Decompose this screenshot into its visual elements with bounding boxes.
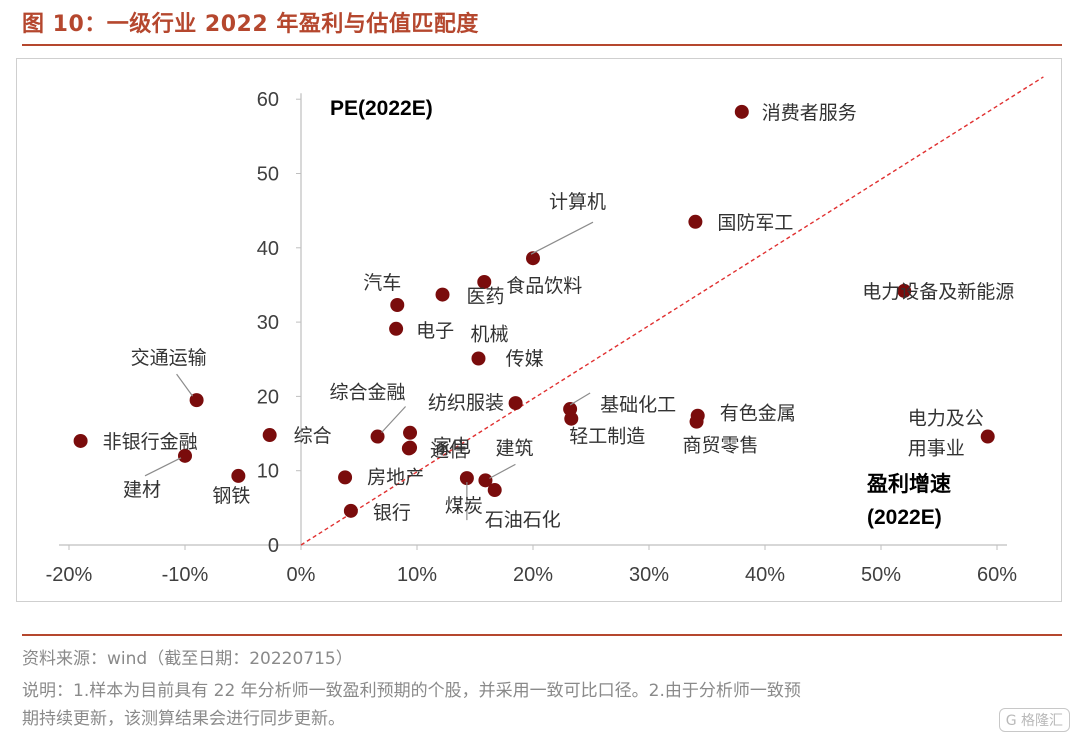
data-point	[403, 425, 418, 440]
point-label: 轻工制造	[569, 426, 645, 448]
point-label: 有色金属	[720, 403, 796, 425]
watermark-text: 格隆汇	[1021, 713, 1063, 729]
leader-line	[144, 457, 182, 477]
data-point	[178, 448, 192, 463]
x-tick-label: -20%	[46, 564, 93, 586]
data-point	[73, 433, 88, 448]
point-label: 家电	[433, 435, 471, 457]
point-label: 非银行金融	[103, 431, 198, 453]
point-label: 通信	[430, 440, 468, 462]
y-tick-label: 60	[257, 89, 279, 111]
y-tick-label: 40	[257, 238, 279, 260]
data-point	[403, 440, 418, 455]
x-axis-title-line1: 盈利增速	[866, 472, 951, 496]
y-axis-title: PE(2022E)	[330, 97, 433, 120]
leader-line	[530, 221, 594, 255]
title-rule	[22, 44, 1062, 46]
point-label: 传媒	[506, 348, 544, 370]
point-label-line: 用事业	[908, 438, 965, 460]
point-label: 消费者服务	[762, 102, 857, 124]
data-point	[262, 428, 277, 443]
data-point	[508, 396, 523, 411]
watermark-logo: G 格隆汇	[998, 708, 1070, 732]
explanation-line-1: 说明：1.样本为目前具有 22 年分析师一致盈利预期的个股，并采用一致可比口径。…	[22, 681, 801, 701]
leader-line	[381, 406, 407, 433]
data-point	[688, 214, 703, 229]
point-label: 综合金融	[330, 382, 406, 404]
x-tick-label: 50%	[861, 564, 901, 586]
scatter-chart: -20% -10% 0% 10% 20% 30% 40% 50% 60% 0 10 20 30 40 50 6…	[46, 76, 1044, 586]
point-label: 银行	[373, 502, 411, 524]
x-tick-label: -10%	[162, 564, 209, 586]
data-point	[343, 503, 358, 518]
leader-line	[176, 373, 194, 397]
x-tick-label: 20%	[513, 564, 553, 586]
y-tick-label: 50	[257, 164, 279, 186]
y-tick-label: 30	[257, 312, 279, 334]
x-tick-label: 0%	[287, 564, 316, 586]
data-point	[689, 414, 704, 429]
leader-line	[569, 392, 591, 406]
point-label: 汽车	[363, 272, 401, 294]
point-label: 机械	[470, 324, 508, 346]
point-label: 计算机	[549, 191, 606, 213]
data-point	[338, 470, 353, 485]
data-point	[487, 483, 502, 498]
data-point	[526, 251, 540, 266]
footer-rule	[22, 634, 1062, 636]
x-axis-title-line2: (2022E)	[867, 506, 942, 529]
point-label: 商贸零售	[683, 435, 759, 457]
data-point	[897, 283, 912, 298]
data-point	[459, 471, 474, 486]
data-point	[231, 468, 246, 483]
point-label: 电力设备及新能源	[862, 281, 1014, 303]
y-tick-label: 20	[257, 386, 279, 408]
point-label: 电力及公用事业	[908, 408, 984, 460]
leader-line	[489, 463, 516, 479]
data-point	[734, 104, 749, 119]
data-point	[389, 321, 404, 336]
data-point	[477, 274, 492, 289]
source-note: 资料来源：wind（截至日期：20220715）	[22, 649, 353, 669]
point-label: 建筑	[495, 437, 533, 459]
data-point	[390, 298, 405, 313]
point-label: 交通运输	[131, 347, 207, 369]
data-point	[370, 429, 385, 444]
x-tick-label: 10%	[397, 564, 437, 586]
point-label: 房地产	[367, 466, 424, 488]
point-label: 医药	[467, 286, 505, 308]
data-point	[471, 351, 486, 366]
data-point	[478, 473, 493, 488]
y-tick-label: 10	[257, 461, 279, 483]
point-label: 基础化工	[600, 394, 676, 416]
point-label: 食品饮料	[506, 275, 582, 297]
data-point	[564, 411, 579, 426]
data-point	[980, 429, 995, 444]
point-label: 建材	[123, 479, 161, 501]
point-label: 纺织服装	[428, 392, 504, 414]
reference-diagonal-line	[300, 76, 1044, 546]
x-tick-label: 40%	[745, 564, 785, 586]
x-tick-label: 30%	[629, 564, 669, 586]
figure-title: 图 10：一级行业 2022 年盈利与估值匹配度	[22, 12, 479, 37]
chart-frame: -20% -10% 0% 10% 20% 30% 40% 50% 60% 0 10 20 30 40 50 6…	[16, 58, 1062, 602]
y-tick-label: 0	[268, 535, 279, 557]
point-label-line: 电力及公	[908, 408, 984, 430]
point-label: 石油石化	[485, 509, 561, 531]
data-point	[435, 287, 450, 302]
x-tick-label: 60%	[977, 564, 1017, 586]
point-label: 电子	[416, 320, 454, 342]
point-label: 国防军工	[717, 212, 793, 234]
point-label: 综合	[294, 425, 332, 447]
point-label: 钢铁	[212, 485, 250, 507]
explanation-line-2: 期持续更新，该测算结果会进行同步更新。	[22, 709, 345, 729]
data-point	[189, 393, 204, 408]
point-label: 煤炭	[445, 495, 483, 517]
